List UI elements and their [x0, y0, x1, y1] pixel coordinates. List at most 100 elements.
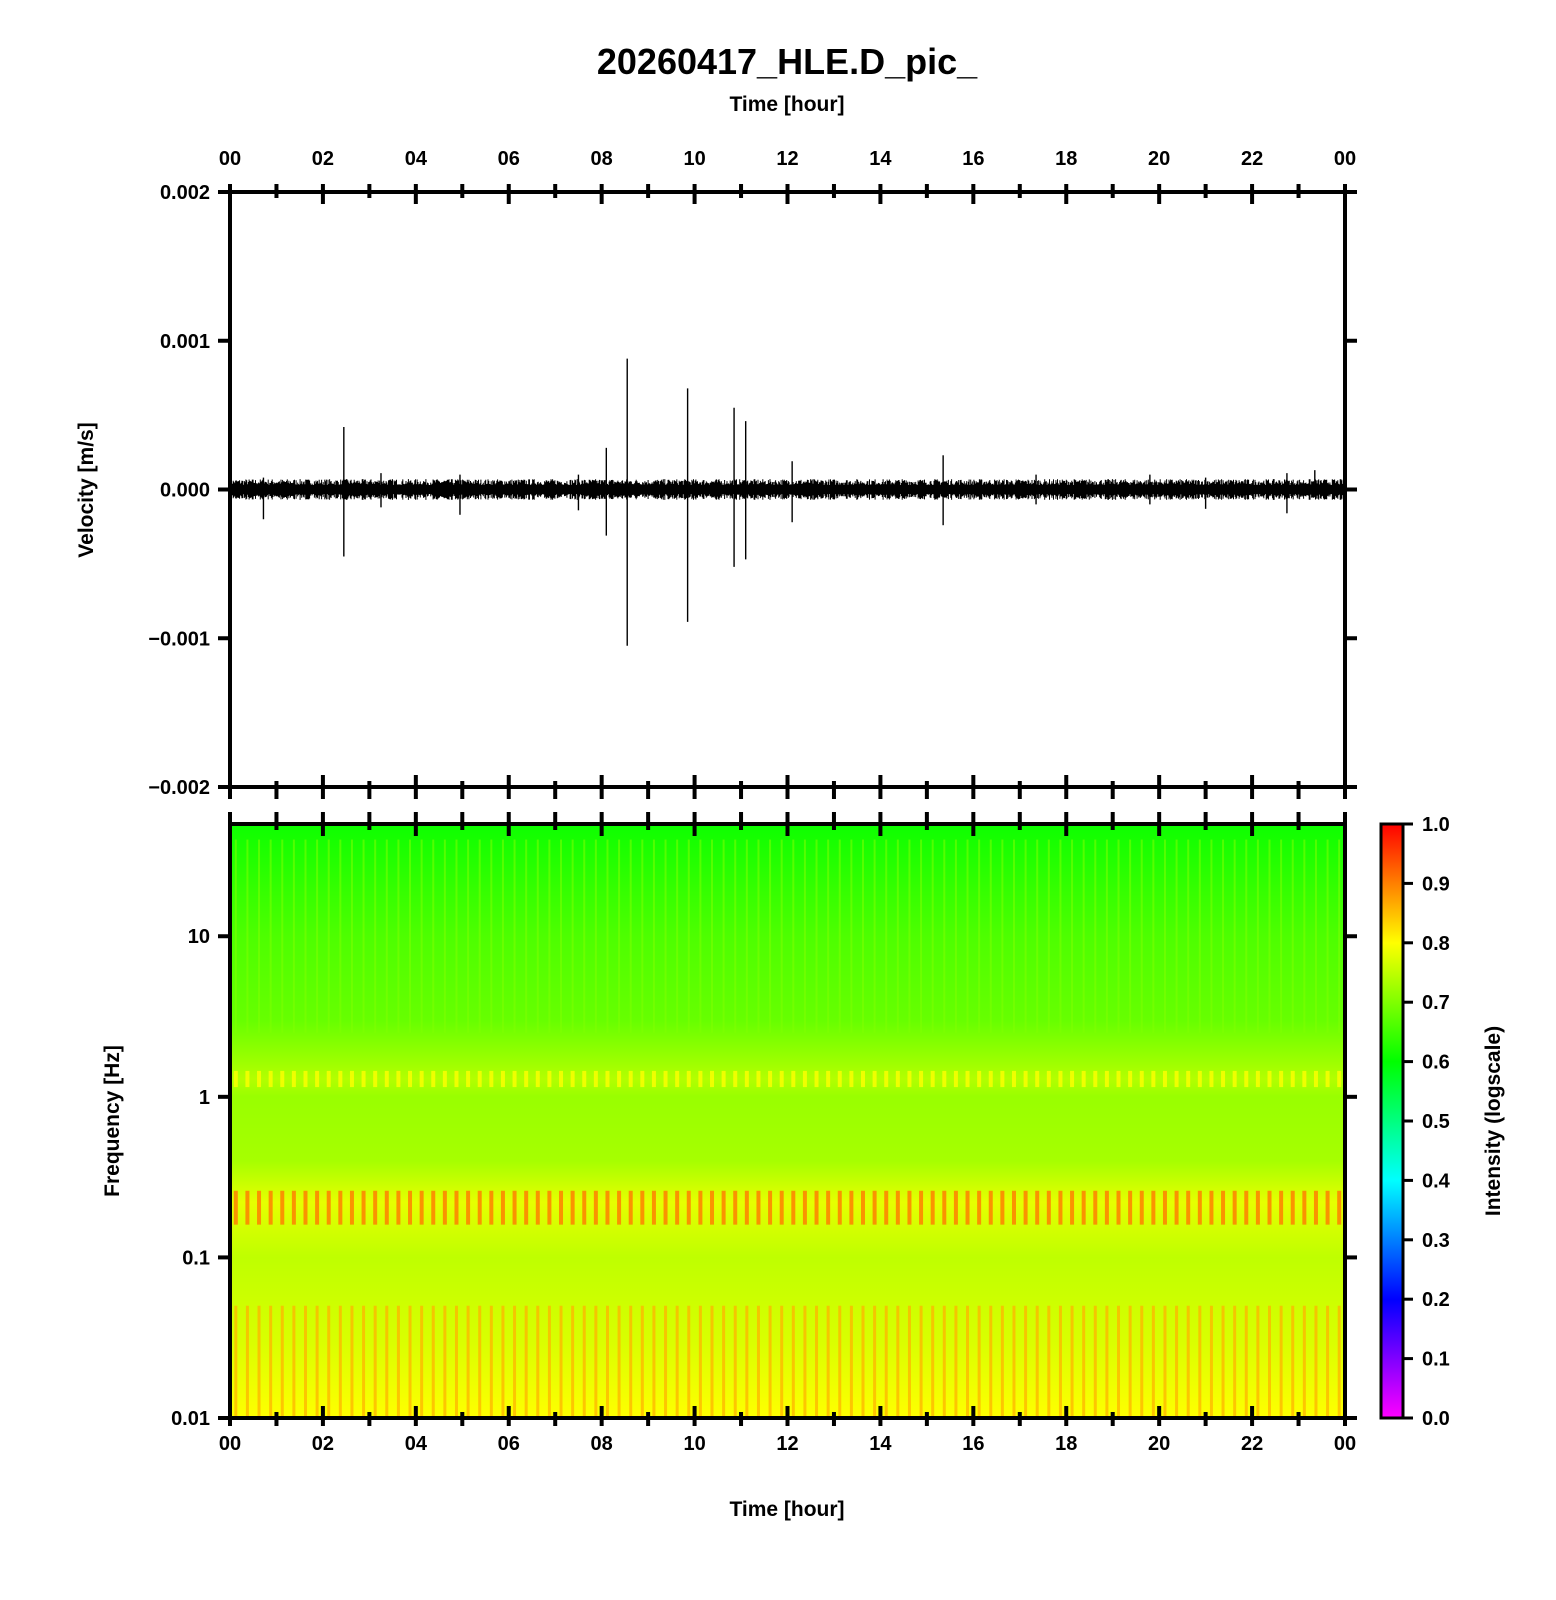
spectrogram-highfreq-stripe	[467, 839, 470, 1033]
spectrogram-highfreq-stripe	[641, 839, 644, 1033]
waveform-panel: 00 02 04 06 08 10 12 14 16 18 20 22 00 0.002 0.001 0.00…	[75, 148, 1357, 799]
spectrogram-lowfreq-stripe	[722, 1305, 726, 1418]
spectrogram-band-stripe	[326, 1070, 331, 1088]
bottom-x-tick-label: 12	[776, 1433, 798, 1455]
spectrogram-lowfreq-stripe	[478, 1305, 482, 1418]
spectrogram-band-stripe	[1035, 1190, 1040, 1225]
spectrogram-highfreq-stripe	[560, 839, 563, 1033]
spectrogram-lowfreq-stripe	[1117, 1305, 1121, 1418]
spectrogram-lowfreq-stripe	[396, 1305, 400, 1418]
spectrogram-band-stripe	[1232, 1070, 1237, 1088]
spectrogram-band-stripe	[396, 1070, 401, 1088]
spectrogram-highfreq-stripe	[1071, 839, 1074, 1033]
spectrogram-lowfreq-stripe	[1186, 1305, 1190, 1418]
bottom-x-tick-label: 14	[869, 1433, 892, 1455]
spectrogram-band-stripe	[1290, 1070, 1295, 1088]
spectrogram-lowfreq-stripe	[501, 1305, 505, 1418]
spectrogram-lowfreq-stripe	[1058, 1305, 1062, 1418]
spectrogram-band-stripe	[617, 1190, 622, 1225]
colorbar-tick-label: 0.2	[1422, 1289, 1450, 1311]
waveform-y-tick-label: −0.002	[148, 777, 210, 799]
spectrogram-band-stripe	[268, 1190, 273, 1225]
spectrogram-highfreq-stripe	[1117, 839, 1120, 1033]
spectrogram-band-stripe	[431, 1190, 436, 1225]
spectrogram-band-stripe	[1302, 1190, 1307, 1225]
spectrogram-lowfreq-stripe	[826, 1305, 830, 1418]
spectrogram-band-stripe	[802, 1190, 807, 1225]
spectrogram-highfreq-stripe	[536, 839, 539, 1033]
colorbar-gradient	[1381, 824, 1403, 1418]
spectrogram-lowfreq-stripe	[861, 1305, 865, 1418]
spectrogram-band-stripe	[744, 1070, 749, 1088]
colorbar-tick-label: 0.3	[1422, 1230, 1450, 1252]
spectrogram-lowfreq-stripe	[791, 1305, 795, 1418]
spectrogram-band-stripe	[1139, 1070, 1144, 1088]
spectrogram-band-stripe	[1151, 1070, 1156, 1088]
spectrogram-highfreq-stripe	[606, 839, 609, 1033]
spectrogram-band-stripe	[582, 1190, 587, 1225]
spectrogram-band-stripe	[791, 1070, 796, 1088]
spectrogram-highfreq-stripe	[513, 839, 516, 1033]
spectrogram-highfreq-stripe	[780, 839, 783, 1033]
spectrogram-highfreq-stripe	[490, 839, 493, 1033]
spectrogram-band-stripe	[442, 1070, 447, 1088]
bottom-x-axis-label: Time [hour]	[729, 1498, 844, 1521]
spectrogram-band-stripe	[1093, 1190, 1098, 1225]
spectrogram-band-stripe	[408, 1190, 413, 1225]
spectrogram-lowfreq-stripe	[1000, 1305, 1004, 1418]
spectrogram-band-stripe	[837, 1190, 842, 1225]
spectrogram-band-stripe	[1209, 1070, 1214, 1088]
spectrogram-highfreq-stripe	[873, 839, 876, 1033]
spectrogram-band-stripe	[233, 1190, 238, 1225]
spectrogram-band-stripe	[686, 1190, 691, 1225]
spectrogram-band-stripe	[1186, 1070, 1191, 1088]
spectrogram-band-stripe	[291, 1190, 296, 1225]
spectrogram-band-stripe	[489, 1190, 494, 1225]
spectrogram-highfreq-stripe	[281, 839, 284, 1033]
spectrogram-lowfreq-stripe	[280, 1305, 284, 1418]
spectrogram-lowfreq-stripe	[1105, 1305, 1109, 1418]
spectrogram-lowfreq-stripe	[652, 1305, 656, 1418]
spectrogram-highfreq-stripe	[664, 839, 667, 1033]
spectrogram-band-stripe	[721, 1190, 726, 1225]
spectrogram-band-stripe	[872, 1190, 877, 1225]
spectrogram-band-stripe	[500, 1190, 505, 1225]
spectrogram-highfreq-stripe	[1338, 839, 1341, 1033]
spectrogram-lowfreq-stripe	[234, 1305, 238, 1418]
colorbar-tick-label: 0.5	[1422, 1111, 1450, 1133]
spectrogram-lowfreq-stripe	[907, 1305, 911, 1418]
top-x-tick-label: 12	[776, 148, 798, 170]
top-x-tick-label: 20	[1148, 148, 1170, 170]
spectrogram-lowfreq-stripe	[1268, 1305, 1272, 1418]
spectrogram-lowfreq-stripe	[513, 1305, 517, 1418]
spectrogram-band-stripe	[930, 1190, 935, 1225]
spectrogram-highfreq-stripe	[420, 839, 423, 1033]
spectrogram-highfreq-stripe	[850, 839, 853, 1033]
spectrogram-highfreq-stripe	[1280, 839, 1283, 1033]
spectrogram-band-stripe	[779, 1190, 784, 1225]
spectrogram-band-stripe	[1070, 1190, 1075, 1225]
spectrogram-band-stripe	[315, 1070, 320, 1088]
spectrogram-band-stripe	[559, 1070, 564, 1088]
spectrogram-lowfreq-stripe	[1291, 1305, 1295, 1418]
spectrogram-highfreq-stripe	[583, 839, 586, 1033]
spectrogram-band-stripe	[466, 1070, 471, 1088]
spectrogram-band-stripe	[733, 1190, 738, 1225]
spectrogram-band-stripe	[1000, 1070, 1005, 1088]
spectrogram-background	[230, 824, 1345, 1418]
spectrogram-lowfreq-stripe	[1151, 1305, 1155, 1418]
spectrogram-lowfreq-stripe	[420, 1305, 424, 1418]
spectrogram-lowfreq-stripe	[327, 1305, 331, 1418]
spectrogram-band-stripe	[303, 1190, 308, 1225]
spectrogram-highfreq-stripe	[1047, 839, 1050, 1033]
spectrogram-lowfreq-stripe	[1128, 1305, 1132, 1418]
spectrogram-lowfreq-stripe	[466, 1305, 470, 1418]
spectrogram-lowfreq-stripe	[408, 1305, 412, 1418]
spectrogram-highfreq-stripe	[931, 839, 934, 1033]
spectrogram-highfreq-stripe	[652, 839, 655, 1033]
spectrogram-band-stripe	[1104, 1190, 1109, 1225]
spectrogram-band-stripe	[419, 1190, 424, 1225]
spectrogram-lowfreq-stripe	[269, 1305, 273, 1418]
spectrogram-band-stripe	[779, 1070, 784, 1088]
spectrogram-highfreq-stripe	[1140, 839, 1143, 1033]
